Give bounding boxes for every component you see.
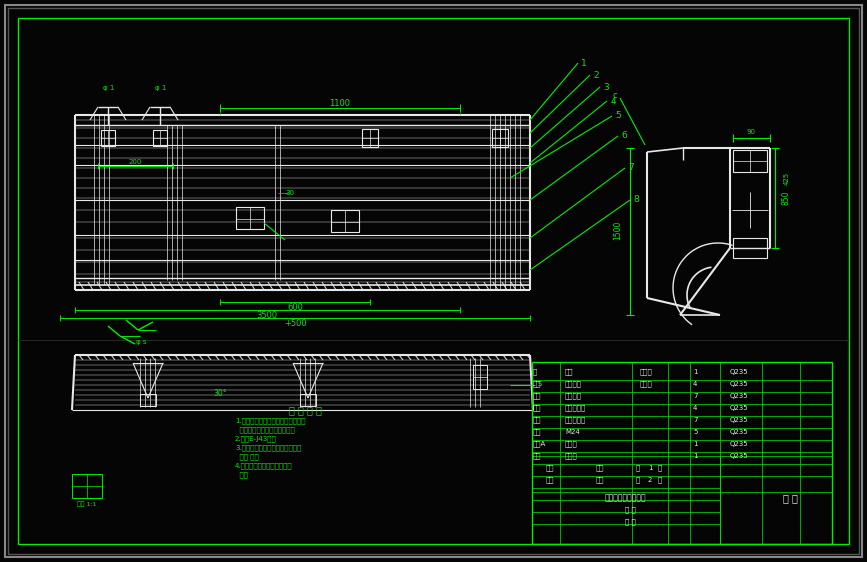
Text: 2: 2 bbox=[648, 477, 652, 483]
Text: s: s bbox=[538, 378, 542, 388]
Bar bbox=[236, 207, 264, 229]
Text: 比例: 比例 bbox=[546, 465, 555, 472]
Bar bbox=[140, 394, 156, 406]
Bar bbox=[532, 362, 832, 544]
Text: 850: 850 bbox=[781, 191, 791, 205]
Text: 时消除毛刺焊渣、在焊加强筋: 时消除毛刺焊渣、在焊加强筋 bbox=[235, 427, 295, 433]
Text: 盖板梯形筋: 盖板梯形筋 bbox=[565, 405, 586, 411]
Text: c: c bbox=[613, 90, 617, 99]
Text: 7: 7 bbox=[693, 393, 697, 399]
Text: 4: 4 bbox=[610, 97, 616, 106]
Text: 1: 1 bbox=[693, 369, 697, 375]
Text: 钢板: 钢板 bbox=[533, 416, 542, 423]
Bar bbox=[153, 130, 167, 146]
Text: 钢板: 钢板 bbox=[533, 380, 542, 387]
Text: M24: M24 bbox=[565, 429, 580, 435]
Text: 推土机铲刀结构设计: 推土机铲刀结构设计 bbox=[604, 493, 646, 502]
Text: 螺栓: 螺栓 bbox=[533, 429, 542, 436]
Text: 钢板: 钢板 bbox=[565, 369, 573, 375]
Bar bbox=[733, 238, 767, 258]
Text: Q235: Q235 bbox=[730, 441, 748, 447]
Bar bbox=[101, 130, 115, 146]
Text: 8: 8 bbox=[633, 196, 639, 205]
Text: 30: 30 bbox=[285, 190, 295, 196]
Text: 30°: 30° bbox=[213, 388, 227, 397]
Text: 4.未注明精者参阅国标件日注: 4.未注明精者参阅国标件日注 bbox=[235, 463, 293, 469]
Text: 6: 6 bbox=[621, 132, 627, 140]
Text: 审 核: 审 核 bbox=[625, 507, 636, 513]
Text: φ s: φ s bbox=[136, 339, 147, 345]
Circle shape bbox=[732, 192, 768, 228]
Text: Q235: Q235 bbox=[730, 369, 748, 375]
Bar bbox=[733, 150, 767, 172]
Text: 7: 7 bbox=[628, 164, 634, 173]
Text: φ 1: φ 1 bbox=[103, 85, 114, 91]
Text: 1.组装前所有零部件表面防腐处理和: 1.组装前所有零部件表面防腐处理和 bbox=[235, 418, 305, 424]
Text: 1: 1 bbox=[693, 453, 697, 459]
Text: 盖板梯形筋: 盖板梯形筋 bbox=[565, 416, 586, 423]
Text: 加强横筋: 加强横筋 bbox=[565, 393, 582, 400]
Text: 3500: 3500 bbox=[257, 311, 277, 320]
Text: 图号: 图号 bbox=[546, 477, 555, 483]
Text: 焊缝: 焊缝 bbox=[235, 472, 248, 478]
Text: 5: 5 bbox=[615, 111, 621, 120]
Text: Q235: Q235 bbox=[730, 417, 748, 423]
Bar bbox=[362, 129, 378, 147]
Text: 伤部 联结: 伤部 联结 bbox=[235, 454, 258, 460]
Text: 3: 3 bbox=[603, 83, 609, 92]
Text: φ 1: φ 1 bbox=[155, 85, 166, 91]
Bar bbox=[300, 394, 316, 406]
Text: 2.采用E-J43焊条: 2.采用E-J43焊条 bbox=[235, 436, 277, 442]
Text: Q235: Q235 bbox=[730, 381, 748, 387]
Text: 张: 张 bbox=[658, 465, 662, 472]
Text: 4: 4 bbox=[693, 405, 697, 411]
Text: 推土板: 推土板 bbox=[640, 369, 653, 375]
Text: 数量: 数量 bbox=[596, 465, 604, 472]
Text: 螺栓A: 螺栓A bbox=[533, 441, 546, 447]
Bar bbox=[473, 365, 487, 389]
Text: 切削刀: 切削刀 bbox=[565, 441, 577, 447]
Text: 1100: 1100 bbox=[329, 99, 350, 108]
Text: 钢板: 钢板 bbox=[533, 405, 542, 411]
Text: +500: +500 bbox=[284, 320, 306, 329]
Text: 序: 序 bbox=[533, 369, 538, 375]
Text: 1500: 1500 bbox=[614, 220, 623, 239]
Text: 钢板: 钢板 bbox=[533, 393, 542, 400]
Text: 绘 制: 绘 制 bbox=[625, 519, 636, 525]
Text: 重量: 重量 bbox=[596, 477, 604, 483]
Bar bbox=[331, 210, 359, 232]
Text: 2: 2 bbox=[593, 70, 599, 79]
Text: 手 刃: 手 刃 bbox=[783, 493, 798, 503]
Text: 1: 1 bbox=[581, 58, 587, 67]
Text: 90: 90 bbox=[746, 129, 755, 135]
Text: 共: 共 bbox=[636, 477, 640, 483]
Text: 比例 1:1: 比例 1:1 bbox=[77, 501, 97, 507]
Text: 4: 4 bbox=[693, 381, 697, 387]
Text: 张: 张 bbox=[658, 477, 662, 483]
Text: Q235: Q235 bbox=[730, 393, 748, 399]
Text: 钢板: 钢板 bbox=[533, 453, 542, 459]
Text: Q235: Q235 bbox=[730, 405, 748, 411]
Text: 第: 第 bbox=[636, 465, 640, 472]
Text: 5: 5 bbox=[693, 429, 697, 435]
Bar bbox=[492, 129, 508, 147]
Text: 侧板左右: 侧板左右 bbox=[565, 380, 582, 387]
Text: 1: 1 bbox=[648, 465, 653, 471]
Text: 7: 7 bbox=[693, 417, 697, 423]
Text: Q235: Q235 bbox=[730, 453, 748, 459]
Text: Q235: Q235 bbox=[730, 429, 748, 435]
Text: 600: 600 bbox=[287, 303, 303, 312]
Bar bbox=[72, 474, 102, 498]
Text: 1: 1 bbox=[693, 441, 697, 447]
Text: 3.板厚过渡中部件不许砸、碰撞、: 3.板厚过渡中部件不许砸、碰撞、 bbox=[235, 445, 301, 451]
Text: 200: 200 bbox=[128, 159, 141, 165]
Text: 425: 425 bbox=[784, 171, 790, 184]
Text: 推土板: 推土板 bbox=[565, 453, 577, 459]
Text: 各一件: 各一件 bbox=[640, 380, 653, 387]
Text: 技 术 要 求: 技 术 要 求 bbox=[289, 405, 322, 415]
